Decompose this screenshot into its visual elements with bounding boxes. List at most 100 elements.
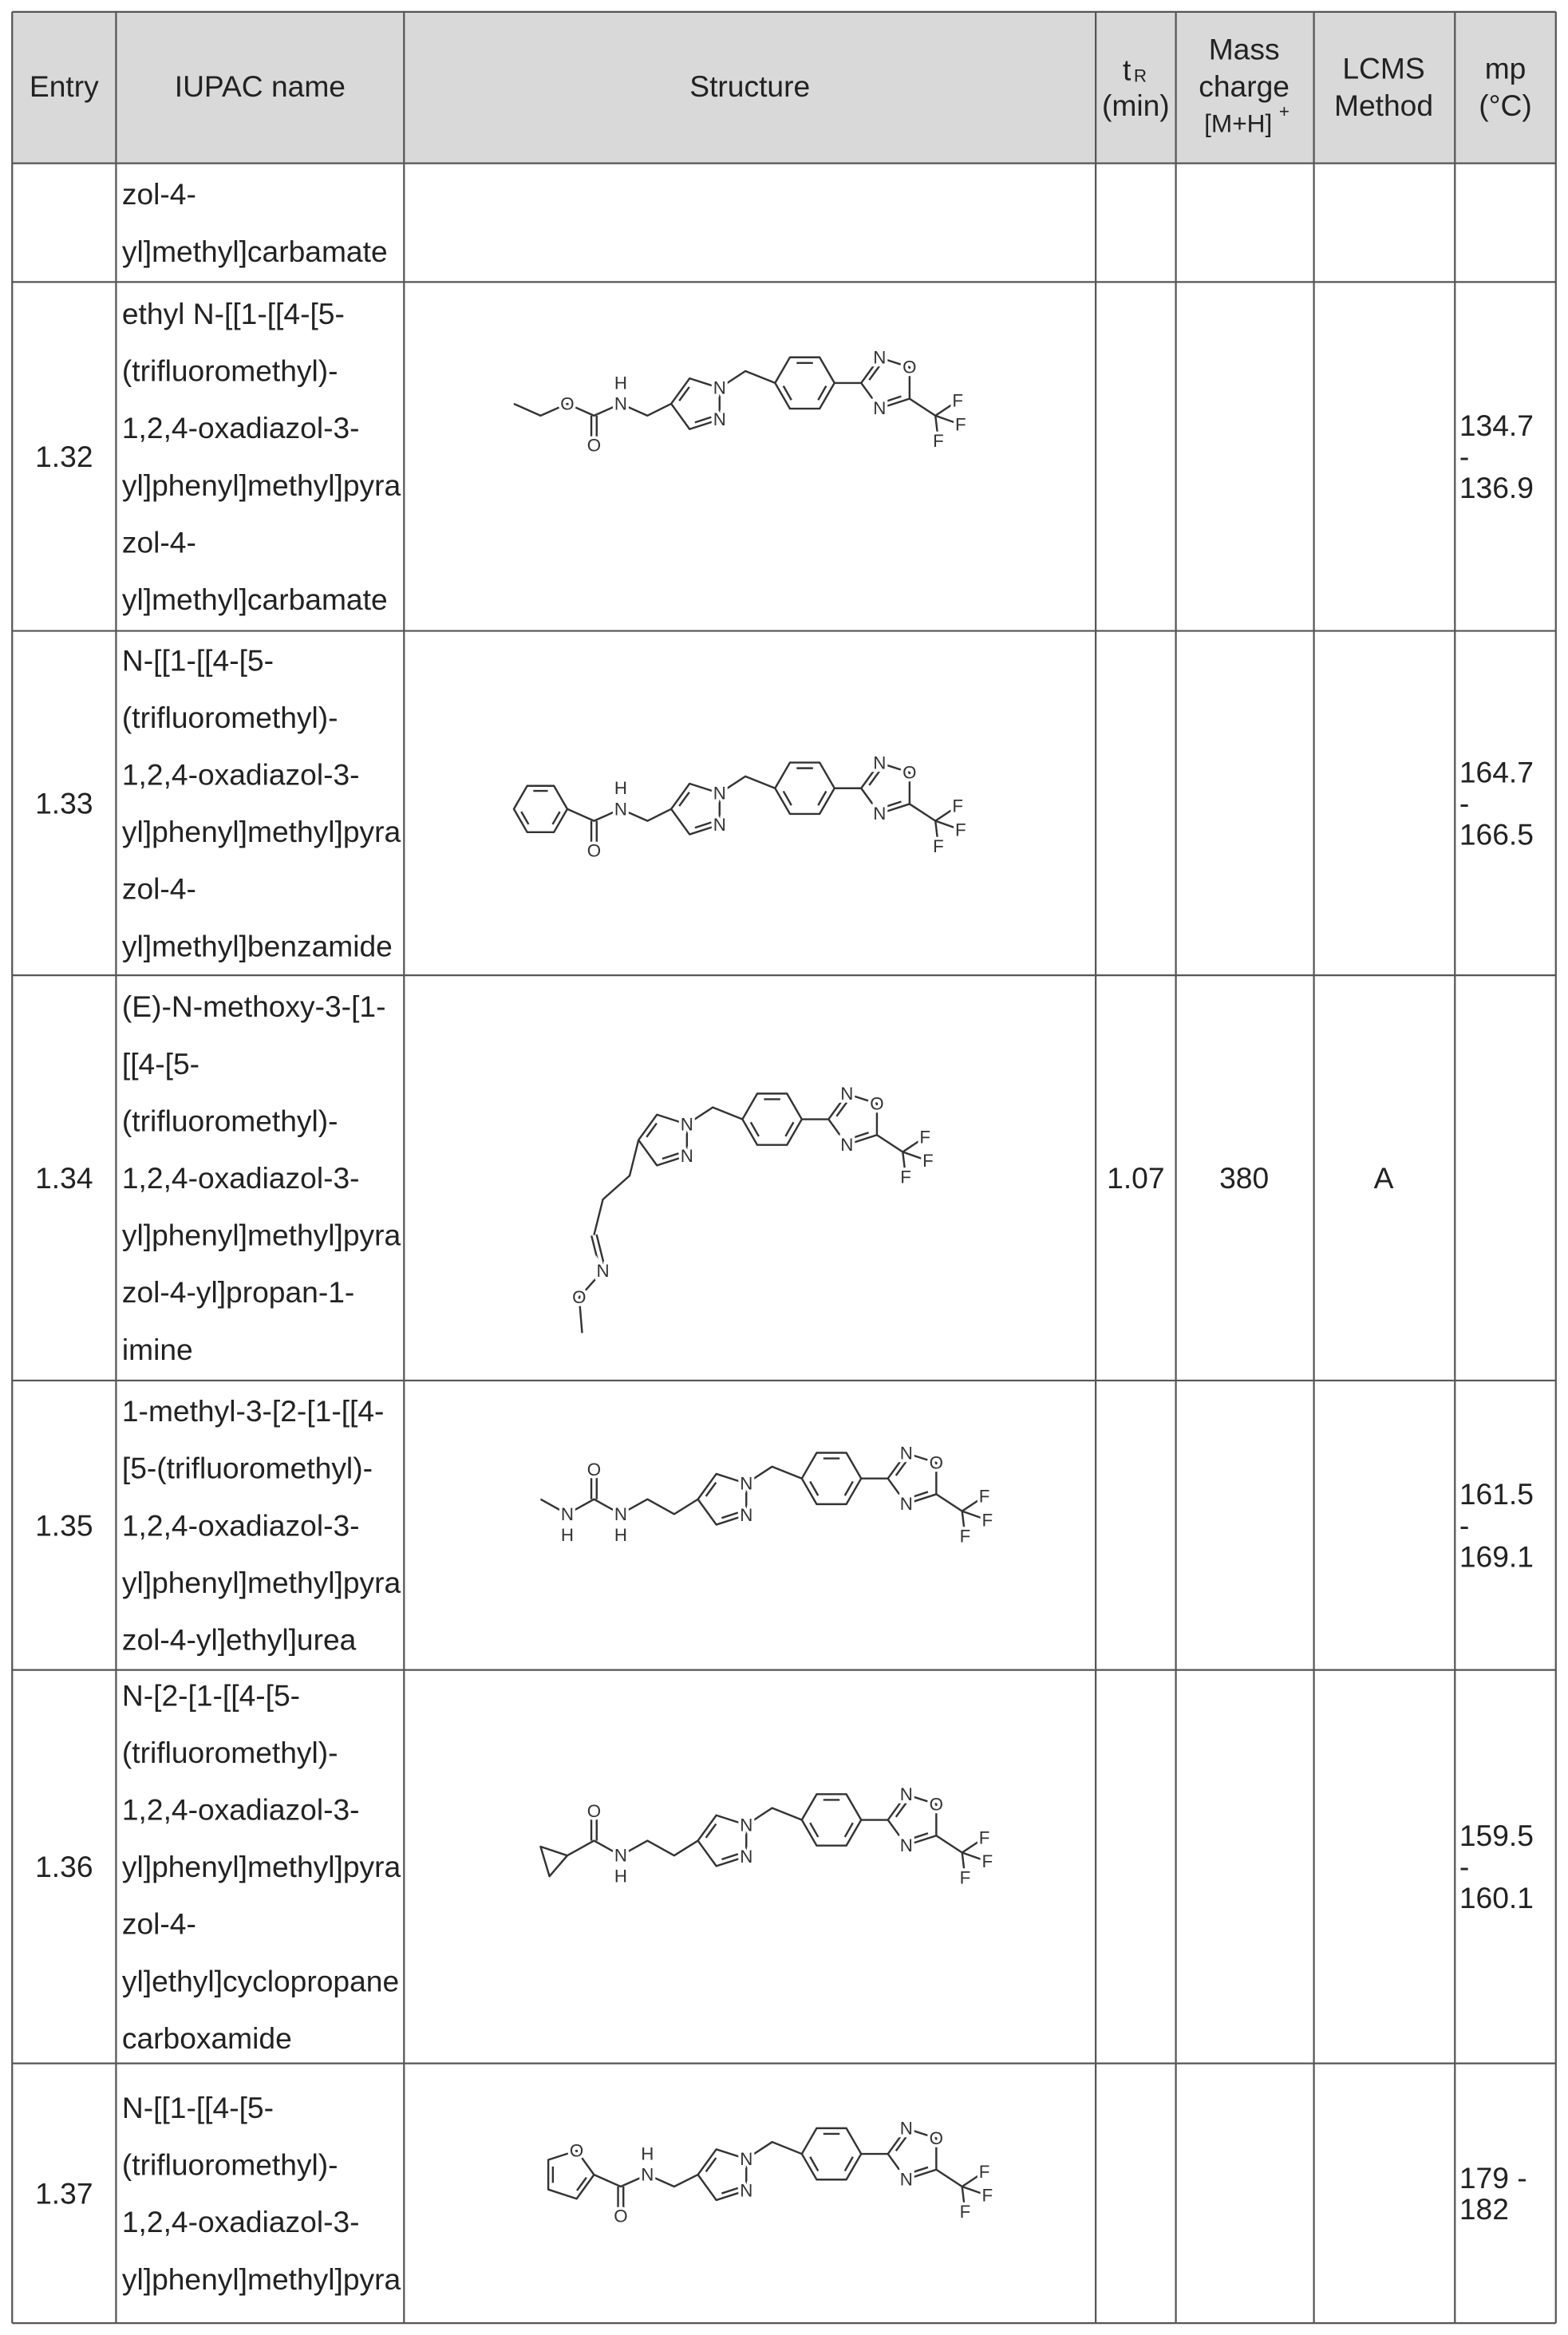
atom-label: F xyxy=(960,1527,971,1547)
entry-number: 1.34 xyxy=(35,1161,93,1195)
bond xyxy=(720,776,776,793)
bond xyxy=(746,2142,802,2159)
melting-point: 179 - xyxy=(1459,2161,1527,2195)
iupac-name-line: zol-4- xyxy=(122,177,196,211)
atom-label: N xyxy=(740,2180,752,2200)
iupac-name-line: zol-4-yl]ethyl]urea xyxy=(122,1623,357,1657)
iupac-name-line: yl]phenyl]methyl]pyra xyxy=(122,468,401,502)
atom-label: F xyxy=(960,2202,971,2222)
bond xyxy=(746,1467,802,1484)
bond xyxy=(695,417,711,423)
bond xyxy=(775,358,834,409)
bond xyxy=(910,804,935,820)
entry-number: 1.37 xyxy=(35,2176,93,2210)
entry-number: 1.32 xyxy=(35,440,93,473)
atom-label: O xyxy=(902,763,916,783)
header-mp: (°C) xyxy=(1479,89,1532,122)
iupac-name-line: (trifluoromethyl)- xyxy=(122,1104,338,1137)
iupac-name-line: carboxamide xyxy=(122,2021,292,2055)
atom-label: N xyxy=(840,1135,853,1155)
melting-point: 169.1 xyxy=(1459,1539,1534,1573)
atom-label: F xyxy=(952,391,963,411)
entry-number: 1.36 xyxy=(35,1850,93,1883)
bond xyxy=(775,763,834,814)
entry-number: 1.35 xyxy=(35,1508,93,1542)
atom-label: N xyxy=(740,1505,752,1525)
atom-label: H xyxy=(614,373,627,393)
bond xyxy=(802,1453,861,1504)
iupac-name-line: yl]phenyl]methyl]pyra xyxy=(122,1850,401,1883)
atom-label: H xyxy=(614,778,627,798)
iupac-name-line: 1-methyl-3-[2-[1-[[4- xyxy=(122,1394,385,1428)
atom-label: O xyxy=(614,2207,627,2226)
atom-label: N xyxy=(681,1146,693,1166)
iupac-name-line: (trifluoromethyl)- xyxy=(122,354,338,388)
atom-label: O xyxy=(930,1794,943,1814)
bond xyxy=(852,1132,868,1138)
header-iupac: IUPAC name xyxy=(175,69,346,103)
atom-label: O xyxy=(902,358,916,377)
iupac-name-line: N-[2-[1-[[4-[5- xyxy=(122,1678,300,1712)
melting-point: 134.7 xyxy=(1459,409,1534,442)
atom-label: O xyxy=(587,1801,601,1821)
atom-label: N xyxy=(614,1504,627,1524)
iupac-name-line: 1,2,4-oxadiazol-3- xyxy=(122,2205,360,2238)
bond xyxy=(514,404,671,416)
bond xyxy=(911,1833,927,1839)
iupac-name-line: N-[[1-[[4-[5- xyxy=(122,643,274,677)
atom-label: N xyxy=(681,1114,693,1134)
header-mp: mp xyxy=(1485,52,1527,85)
atom-label: N xyxy=(614,799,627,819)
bond xyxy=(911,1491,927,1497)
atom-label: O xyxy=(587,1460,601,1480)
bond xyxy=(695,823,711,828)
atom-label: N xyxy=(740,1474,752,1494)
iupac-name-line: zol-4-yl]propan-1- xyxy=(122,1275,354,1309)
atom-label: N xyxy=(713,784,726,804)
mass-charge: 380 xyxy=(1219,1161,1269,1195)
atom-label: H xyxy=(561,1525,574,1545)
atom-label: O xyxy=(930,2128,943,2148)
atom-label: N xyxy=(713,409,726,429)
atom-label: F xyxy=(952,796,963,816)
atom-label: H xyxy=(614,1525,627,1545)
iupac-name-line: 1,2,4-oxadiazol-3- xyxy=(122,1508,360,1542)
entry-number: 1.33 xyxy=(35,786,93,820)
atom-label: N xyxy=(900,1494,913,1514)
iupac-name-line: yl]phenyl]methyl]pyra xyxy=(122,1219,401,1252)
header-mass-sup: + xyxy=(1279,101,1290,121)
atom-label: N xyxy=(900,1835,913,1855)
bond xyxy=(721,1854,737,1859)
atom-label: N xyxy=(614,1846,627,1866)
bond xyxy=(936,1494,962,1511)
melting-point: 159.5 xyxy=(1459,1819,1534,1852)
atom-label: O xyxy=(587,840,601,860)
iupac-name-line: (trifluoromethyl)- xyxy=(122,1736,338,1769)
melting-point: - xyxy=(1459,786,1469,820)
atom-label: N xyxy=(873,753,886,772)
atom-label: H xyxy=(614,1867,627,1887)
bond xyxy=(594,1140,638,1235)
bond xyxy=(936,2170,962,2187)
melting-point: 164.7 xyxy=(1459,755,1534,788)
iupac-name-line: imine xyxy=(122,1333,193,1366)
atom-label: F xyxy=(900,1168,911,1187)
atom-label: N xyxy=(900,1784,913,1804)
atom-label: N xyxy=(641,2165,654,2185)
atom-label: F xyxy=(955,820,966,840)
atom-label: F xyxy=(979,1827,990,1847)
atom-label: O xyxy=(587,436,601,456)
bond xyxy=(802,1794,861,1845)
atom-label: N xyxy=(614,393,627,413)
atom-label: F xyxy=(982,1851,993,1871)
atom-label: O xyxy=(570,2141,583,2161)
iupac-name-line: zol-4- xyxy=(122,872,196,906)
atom-label: H xyxy=(641,2144,654,2164)
atom-label: F xyxy=(982,2186,993,2206)
atom-label: F xyxy=(982,1510,993,1530)
atom-label: F xyxy=(979,1487,990,1507)
atom-label: O xyxy=(560,393,574,413)
melting-point: - xyxy=(1459,1508,1469,1542)
header-structure: Structure xyxy=(689,69,810,103)
